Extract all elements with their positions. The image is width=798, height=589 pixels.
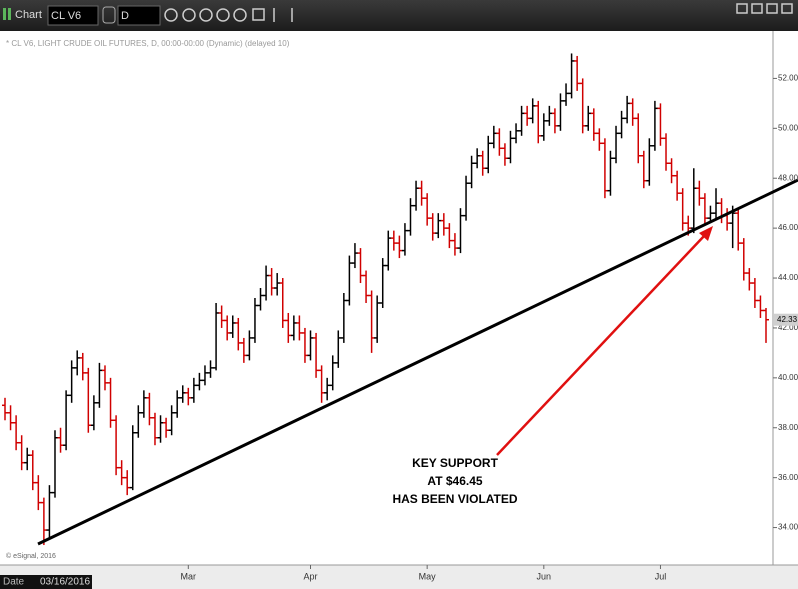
trend-line [37,178,798,546]
annotation-line: AT $46.45 [427,474,482,488]
x-tick-label: Jun [537,571,552,581]
time-button[interactable] [233,8,247,22]
x-tick-label: May [419,571,437,581]
interval: D [121,10,129,22]
y-tick-label: 50.00 [778,123,798,132]
credit: © eSignal, 2016 [6,552,56,560]
x-tick-label: Apr [304,571,318,581]
app-title: Chart [15,9,42,21]
time-axis [0,565,798,589]
y-tick-label: 46.00 [778,223,798,232]
x-tick-label: Mar [181,571,197,581]
window-button[interactable] [766,3,778,14]
annotation: KEY SUPPORT AT $46.45 HAS BEEN VIOLATED [392,456,517,506]
y-tick-label: 36.00 [778,473,798,482]
arrow-head [699,226,713,241]
window-button[interactable] [736,3,748,14]
interval-input[interactable] [117,5,161,26]
legend-text: * CL V6, LIGHT CRUDE OIL FUTURES, D, 00:… [6,39,290,48]
refresh-button[interactable] [182,8,196,22]
date-box [0,575,92,589]
y-tick-label: 38.00 [778,423,798,432]
y-tick-label: 42.00 [778,323,798,332]
last-price-box [774,313,798,326]
symbol: CL V6 [51,10,81,22]
y-tick-label: 40.00 [778,373,798,382]
x-tick-label: Jul [655,571,667,581]
symbol-input[interactable] [47,5,99,26]
settings-button[interactable] [102,6,116,24]
app-icon [3,8,6,20]
arrow-line [496,234,706,456]
zoom-button[interactable] [164,8,178,22]
window-button[interactable] [781,3,793,14]
window-button[interactable] [751,3,763,14]
bars [2,53,769,546]
date-label: Date [3,577,25,588]
app-icon [8,8,11,20]
y-tick-label: 34.00 [778,523,798,532]
date-value: 03/16/2016 [40,577,90,588]
toolbar-icons [164,3,793,22]
y-tick-label: 44.00 [778,273,798,282]
reload-button[interactable] [199,8,213,22]
last-price-label: 42.33 [777,315,798,324]
annotation-line: KEY SUPPORT [412,456,498,470]
annotation-line: HAS BEEN VIOLATED [392,492,517,506]
play-button[interactable] [216,8,230,22]
plot-area [0,31,798,565]
y-tick-label: 48.00 [778,173,798,182]
message-button[interactable] [252,8,265,21]
y-tick-label: 52.00 [778,74,798,83]
